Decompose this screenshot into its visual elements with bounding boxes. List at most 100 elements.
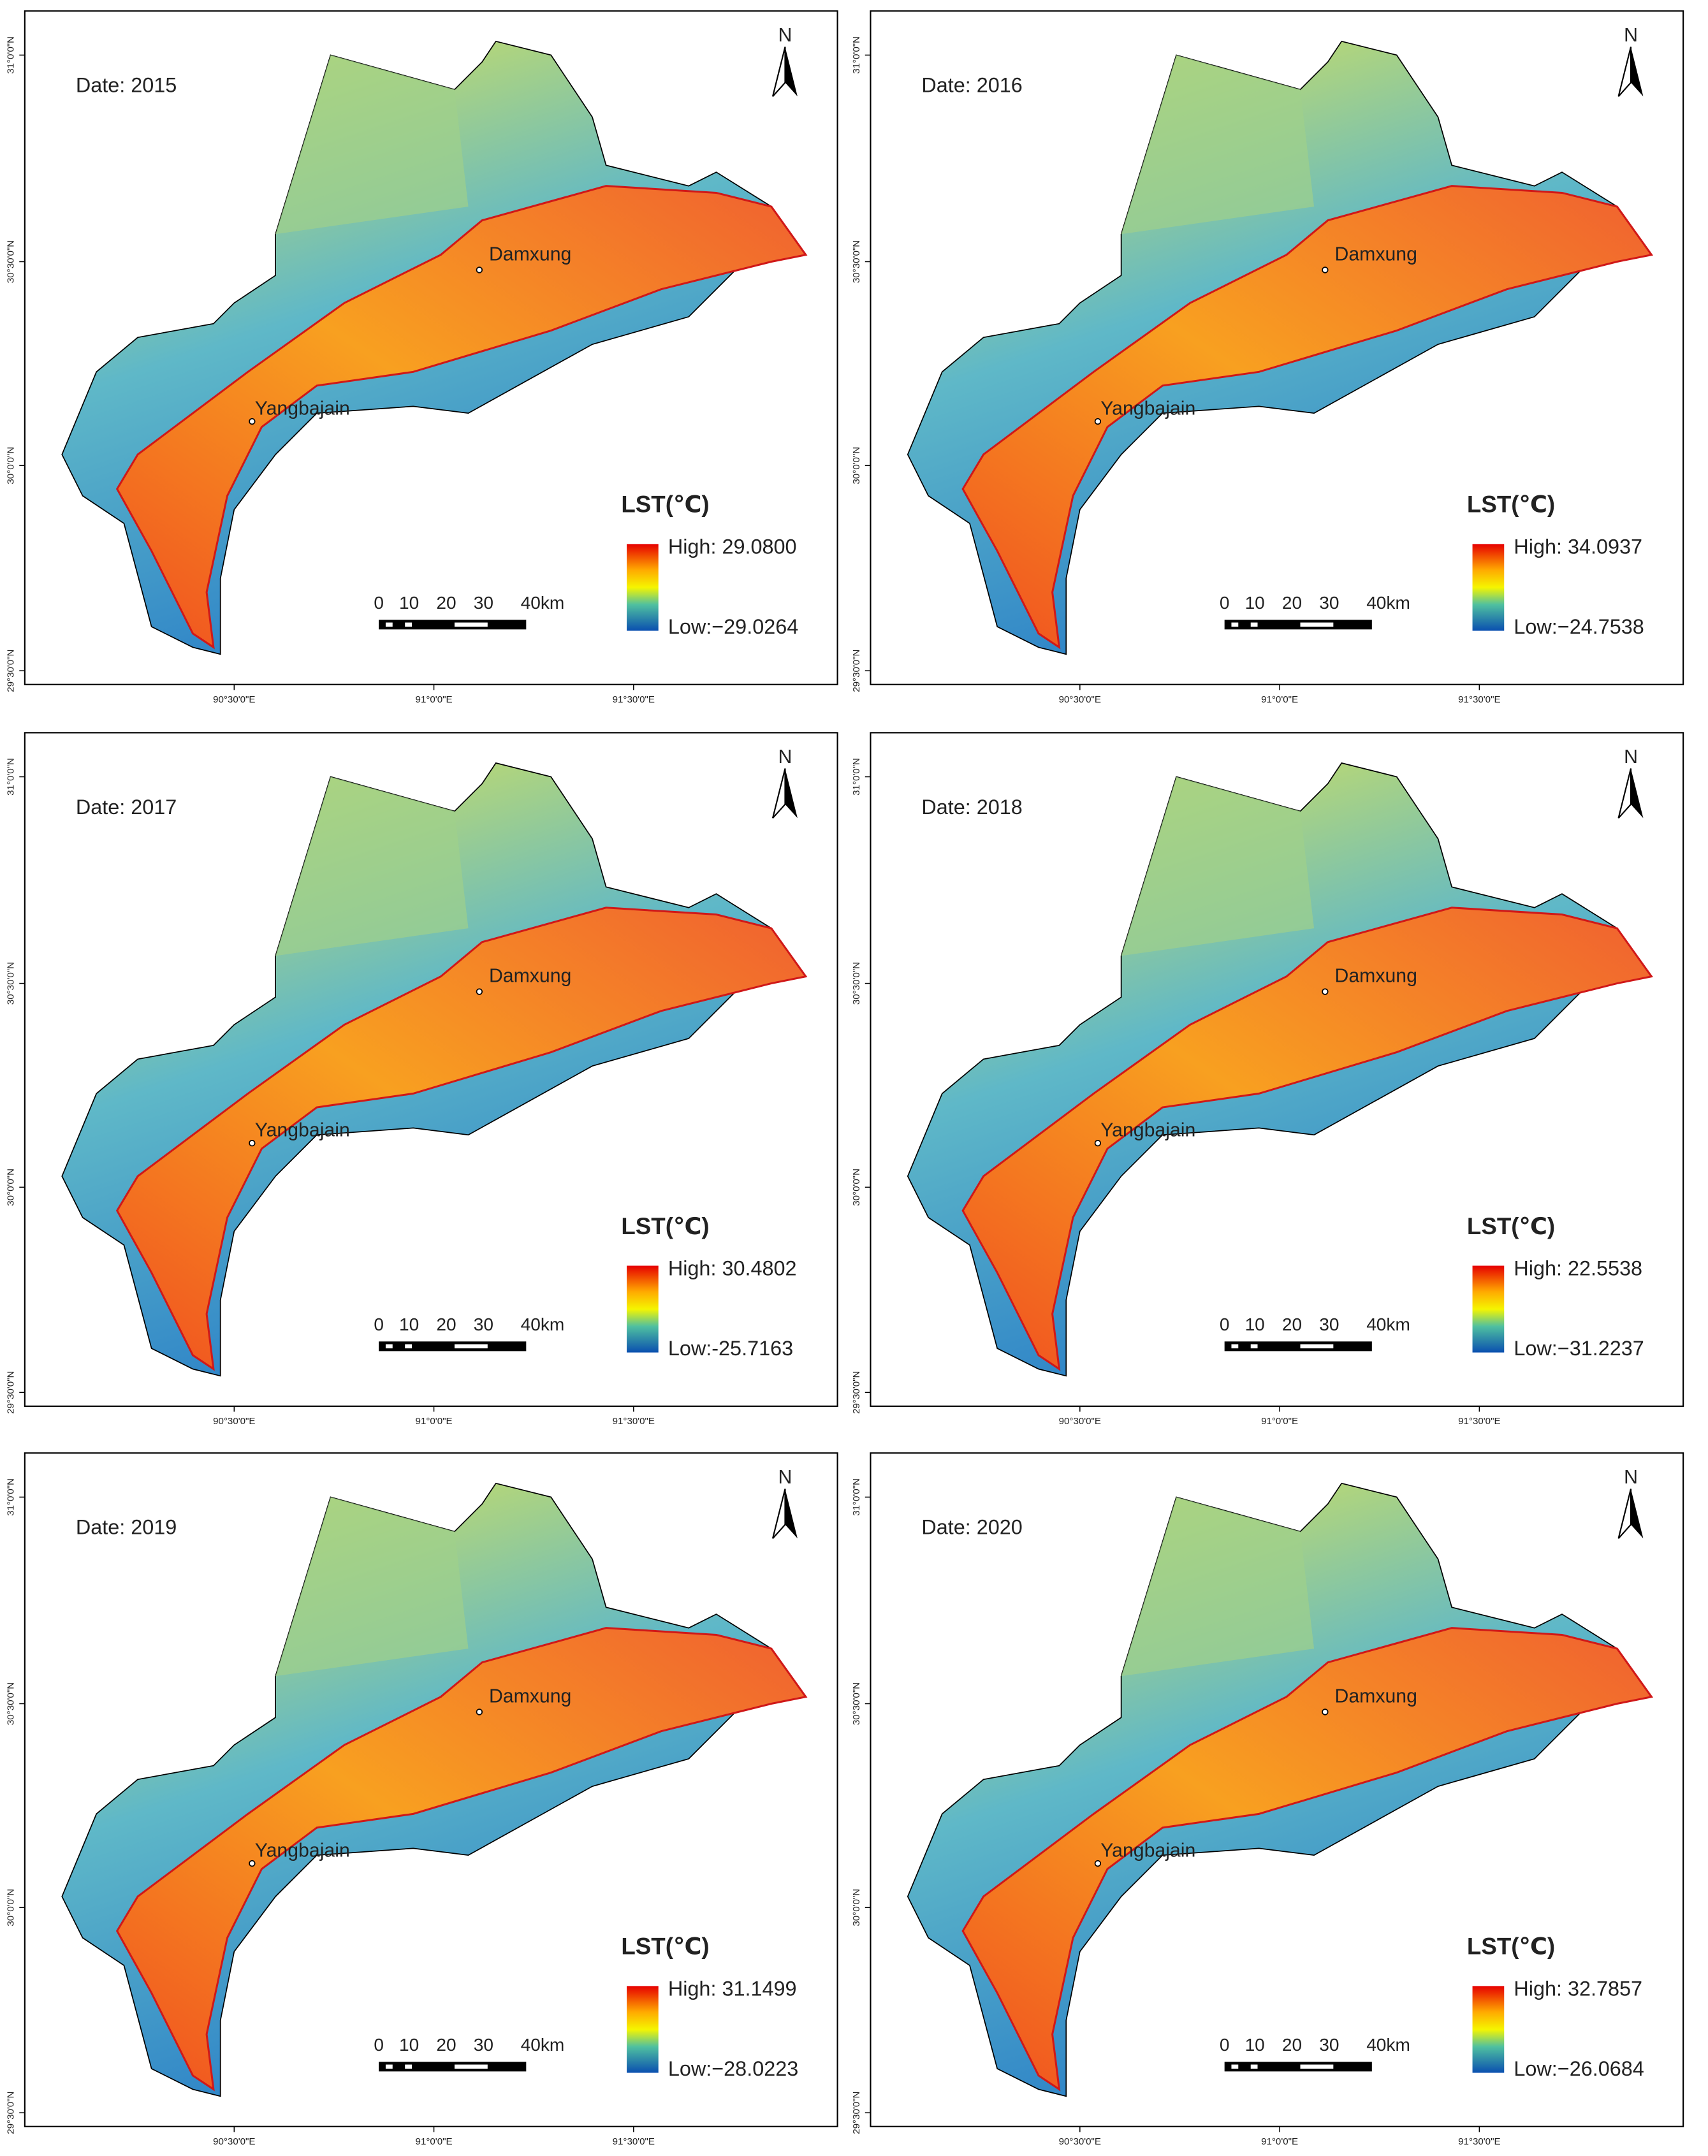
lon-label: 91°30'0"E bbox=[1458, 694, 1500, 705]
scale-bar-segment bbox=[1231, 1344, 1239, 1349]
scale-label: 40km bbox=[521, 2035, 565, 2055]
valley-area bbox=[961, 185, 1654, 650]
scale-label: 0 bbox=[1220, 593, 1230, 613]
scale-label: 10 bbox=[1245, 593, 1265, 613]
scale-bar-segment bbox=[1250, 622, 1258, 627]
scale-bar-segment bbox=[385, 1344, 393, 1349]
place-label: Yangbajain bbox=[255, 1840, 350, 1861]
lat-label: 30°30'0"N bbox=[6, 240, 17, 283]
place-label: Damxung bbox=[489, 244, 571, 265]
legend-title: LST(℃) bbox=[1467, 1213, 1555, 1239]
lat-label: 30°0'0"N bbox=[6, 1169, 17, 1206]
color-bar bbox=[627, 1986, 659, 2073]
scale-label: 40km bbox=[521, 593, 565, 613]
scale-label: 10 bbox=[1245, 2035, 1265, 2055]
legend-high: High: 34.0937 bbox=[1514, 535, 1642, 558]
scale-bar-segment bbox=[385, 2064, 393, 2069]
scale-bar-segment bbox=[405, 622, 412, 627]
place-marker bbox=[1094, 1860, 1102, 1867]
lon-label: 91°0'0"E bbox=[416, 1416, 453, 1427]
scale-bar-segment bbox=[385, 622, 393, 627]
place-label: Damxung bbox=[1335, 965, 1417, 986]
date-label: Date: 2015 bbox=[76, 74, 177, 97]
lon-label: 91°0'0"E bbox=[1261, 1416, 1298, 1427]
place-label: Damxung bbox=[1335, 244, 1417, 265]
place-marker bbox=[476, 266, 483, 273]
lon-label: 90°30'0"E bbox=[213, 1416, 255, 1427]
lon-label: 91°30'0"E bbox=[613, 2136, 655, 2147]
lat-label: 30°30'0"N bbox=[6, 962, 17, 1005]
north-arrow bbox=[1631, 47, 1644, 97]
scale-bar-segment bbox=[1300, 2064, 1334, 2069]
place-marker bbox=[1322, 1708, 1329, 1715]
legend-low: Low:-25.7163 bbox=[668, 1337, 793, 1360]
lon-label: 90°30'0"E bbox=[1059, 1416, 1101, 1427]
flat-area bbox=[1121, 1497, 1315, 1677]
color-bar bbox=[1472, 1986, 1505, 2073]
place-marker bbox=[1094, 1140, 1102, 1147]
scale-label: 30 bbox=[1319, 2035, 1339, 2055]
lat-label: 30°30'0"N bbox=[851, 1682, 862, 1725]
scale-label: 10 bbox=[399, 2035, 419, 2055]
lat-label: 30°30'0"N bbox=[851, 240, 862, 283]
place-marker bbox=[249, 1140, 256, 1147]
scale-label: 20 bbox=[436, 593, 456, 613]
legend-title: LST(℃) bbox=[621, 1213, 709, 1239]
lon-label: 91°30'0"E bbox=[1458, 2136, 1500, 2147]
north-arrow bbox=[785, 768, 798, 819]
scale-bar-segment bbox=[405, 2064, 412, 2069]
place-label: Yangbajain bbox=[1100, 1119, 1195, 1140]
scale-label: 20 bbox=[1282, 1315, 1302, 1334]
scale-bar bbox=[379, 2062, 527, 2072]
scale-bar-segment bbox=[1231, 2064, 1239, 2069]
scale-bar-segment bbox=[1250, 2064, 1258, 2069]
legend-high: High: 29.0800 bbox=[668, 535, 797, 558]
scale-label: 20 bbox=[1282, 593, 1302, 613]
scale-bar bbox=[379, 1341, 527, 1351]
valley-area bbox=[115, 907, 808, 1371]
north-label: N bbox=[1624, 1467, 1638, 1488]
lon-label: 91°30'0"E bbox=[613, 1416, 655, 1427]
lat-label: 30°0'0"N bbox=[851, 1889, 862, 1927]
north-arrow bbox=[1631, 1489, 1644, 1539]
date-label: Date: 2020 bbox=[921, 1516, 1022, 1539]
place-marker bbox=[249, 1860, 256, 1867]
lat-label: 29°30'0"N bbox=[6, 1371, 17, 1414]
flat-area bbox=[275, 1497, 469, 1677]
lon-label: 90°30'0"E bbox=[1059, 694, 1101, 705]
lat-label: 29°30'0"N bbox=[851, 650, 862, 692]
place-marker bbox=[1322, 988, 1329, 995]
lat-label: 31°0'0"N bbox=[6, 36, 17, 74]
date-label: Date: 2018 bbox=[921, 796, 1022, 819]
legend-low: Low:−26.0684 bbox=[1514, 2057, 1644, 2080]
scale-label: 40km bbox=[1366, 2035, 1410, 2055]
map-panel: Date: 2020 N Damxung Yangbajain LST(℃) High: … bbox=[851, 1452, 1684, 2147]
flat-area bbox=[1121, 776, 1315, 956]
north-label: N bbox=[1624, 747, 1638, 768]
scale-label: 40km bbox=[521, 1315, 565, 1334]
scale-label: 10 bbox=[1245, 1315, 1265, 1334]
lat-label: 30°30'0"N bbox=[851, 962, 862, 1005]
place-label: Yangbajain bbox=[255, 398, 350, 419]
lat-label: 31°0'0"N bbox=[6, 1478, 17, 1516]
lat-label: 30°30'0"N bbox=[6, 1682, 17, 1725]
scale-bar bbox=[379, 620, 527, 630]
place-label: Damxung bbox=[1335, 1686, 1417, 1707]
map-panel: Date: 2016 N Damxung Yangbajain LST(℃) High: … bbox=[851, 10, 1684, 705]
lon-label: 91°30'0"E bbox=[1458, 1416, 1500, 1427]
lon-label: 91°0'0"E bbox=[1261, 694, 1298, 705]
legend-high: High: 32.7857 bbox=[1514, 1978, 1642, 2000]
scale-label: 30 bbox=[1319, 593, 1339, 613]
scale-bar-segment bbox=[1300, 622, 1334, 627]
date-label: Date: 2017 bbox=[76, 796, 177, 819]
scale-bar-segment bbox=[1250, 1344, 1258, 1349]
scale-bar-segment bbox=[454, 622, 488, 627]
lat-label: 30°0'0"N bbox=[851, 1169, 862, 1206]
north-label: N bbox=[778, 1467, 792, 1488]
scale-label: 0 bbox=[374, 1315, 384, 1334]
scale-label: 10 bbox=[399, 1315, 419, 1334]
flat-area bbox=[275, 55, 469, 235]
